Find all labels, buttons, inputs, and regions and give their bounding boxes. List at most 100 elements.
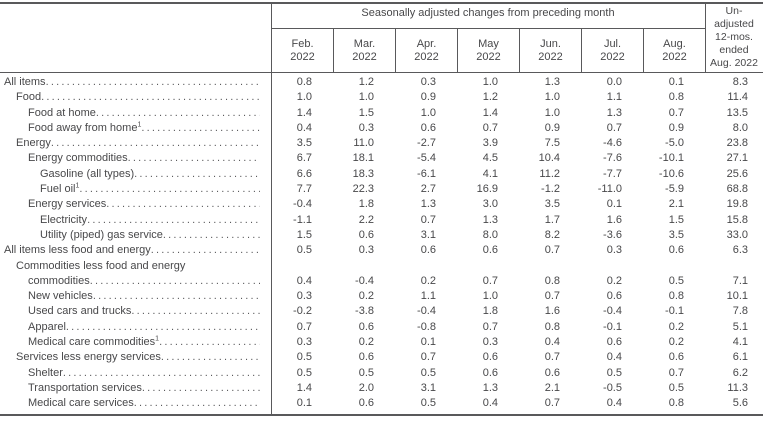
- monthly-value-cell: -0.5: [603, 381, 622, 394]
- unadjusted-header-line: Aug. 2022: [710, 57, 758, 69]
- table-row: Gasoline (all types) 6.6 18.3 -6.1 4.1 11.2 -7…: [0, 167, 763, 182]
- table-row: Shelter 0.5 0.5 0.5 0.6 0.6 0.5 0.7 6.2: [0, 366, 763, 381]
- monthly-value-cell: 0.6: [420, 244, 436, 257]
- month-divider: [581, 29, 582, 72]
- table-row: Energy commodities 6.7 18.1 -5.4 4.5 10.4 -7.6…: [0, 151, 763, 166]
- monthly-value-cell: 0.6: [668, 351, 684, 364]
- monthly-value-cell: 1.3: [420, 198, 436, 211]
- row-label: Fuel oil1: [40, 182, 80, 196]
- monthly-value-cell: 1.3: [482, 213, 498, 226]
- monthly-value-cell: 0.7: [544, 290, 560, 303]
- row-label: Food: [16, 91, 42, 104]
- row-label: Gasoline (all types): [40, 167, 135, 180]
- monthly-value-cell: 0.9: [544, 121, 560, 134]
- leader-dots: [51, 136, 260, 151]
- unadjusted-value-cell: 6.2: [732, 366, 748, 379]
- row-label: Apparel: [28, 320, 66, 333]
- table-row: All items 0.8 1.2 0.3 1.0 1.3 0.0 0.1 8.3: [0, 75, 763, 90]
- monthly-value-cell: 0.7: [296, 320, 312, 333]
- monthly-value-cell: 1.5: [668, 213, 684, 226]
- monthly-value-cell: 1.5: [296, 228, 312, 241]
- monthly-value-cell: -6.1: [417, 167, 436, 180]
- month-column-header: Feb. 2022: [290, 37, 315, 63]
- table-row: Commodities less food and energy commodit…: [0, 259, 763, 290]
- bottom-rule: [0, 414, 763, 416]
- monthly-value-cell: 0.6: [482, 244, 498, 257]
- row-label: Transportation services: [28, 381, 142, 394]
- stub-divider: [271, 2, 272, 414]
- monthly-value-cell: 0.1: [296, 397, 312, 410]
- monthly-value-cell: 0.7: [668, 366, 684, 379]
- monthly-value-cell: 7.7: [296, 183, 312, 196]
- month-divider: [519, 29, 520, 72]
- table-row: Electricity -1.1 2.2 0.7 1.3 1.7 1.6 1.5 15.8: [0, 213, 763, 228]
- monthly-value-cell: 0.5: [606, 366, 622, 379]
- monthly-value-cell: 0.5: [668, 274, 684, 287]
- monthly-value-cell: -1.2: [541, 183, 560, 196]
- unadjusted-value-cell: 6.1: [732, 351, 748, 364]
- monthly-value-cell: -0.4: [293, 198, 312, 211]
- monthly-value-cell: 3.1: [420, 228, 436, 241]
- row-label: New vehicles: [28, 290, 93, 303]
- monthly-value-cell: 0.6: [544, 366, 560, 379]
- monthly-value-cell: 0.2: [420, 274, 436, 287]
- monthly-value-cell: 0.8: [544, 320, 560, 333]
- monthly-value-cell: 22.3: [352, 183, 374, 196]
- table-row: Food at home 1.4 1.5 1.0 1.4 1.0 1.3 0.7 13.5: [0, 106, 763, 121]
- table-row: Transportation services 1.4 2.0 3.1 1.3 2.1 -0…: [0, 381, 763, 396]
- unadjusted-value-cell: 27.1: [726, 152, 748, 165]
- row-stub: Medical care commodities1: [0, 335, 272, 350]
- monthly-value-cell: 0.1: [420, 336, 436, 349]
- month-divider: [333, 29, 334, 72]
- monthly-value-cell: 0.4: [296, 274, 312, 287]
- row-label: Shelter: [28, 366, 63, 379]
- monthly-value-cell: -7.6: [603, 152, 622, 165]
- monthly-value-cell: 0.7: [420, 213, 436, 226]
- unadjusted-divider: [705, 2, 706, 72]
- monthly-value-cell: 0.9: [668, 121, 684, 134]
- monthly-value-cell: 0.7: [544, 244, 560, 257]
- monthly-value-cell: 1.0: [482, 290, 498, 303]
- row-stub: Fuel oil1: [0, 182, 272, 197]
- leader-dots: [41, 90, 260, 105]
- monthly-value-cell: 0.5: [296, 244, 312, 257]
- monthly-value-cell: 0.5: [668, 381, 684, 394]
- unadjusted-value-cell: 4.1: [732, 336, 748, 349]
- table-row: Energy 3.5 11.0 -2.7 3.9 7.5 -4.6 -5.0 23.8: [0, 136, 763, 151]
- monthly-value-cell: 3.5: [544, 198, 560, 211]
- monthly-value-cell: 0.4: [482, 397, 498, 410]
- monthly-value-cell: 6.7: [296, 152, 312, 165]
- monthly-value-cell: 7.5: [544, 137, 560, 150]
- row-stub: Commodities less food and energy commodit…: [0, 259, 272, 290]
- leader-dots: [87, 213, 260, 228]
- monthly-value-cell: 1.3: [544, 76, 560, 88]
- monthly-value-cell: 0.5: [296, 351, 312, 364]
- row-label: Electricity: [40, 213, 88, 226]
- monthly-value-cell: 0.1: [606, 198, 622, 211]
- monthly-value-cell: 0.2: [668, 336, 684, 349]
- row-label: Energy services: [28, 198, 107, 211]
- monthly-value-cell: 11.2: [539, 167, 560, 180]
- monthly-value-cell: -4.6: [603, 137, 622, 150]
- row-label: All items: [4, 76, 46, 88]
- monthly-value-cell: 0.3: [420, 76, 436, 88]
- monthly-value-cell: 1.2: [358, 76, 374, 88]
- leader-dots: [134, 396, 260, 411]
- row-stub: Medical care services: [0, 396, 272, 411]
- monthly-value-cell: -0.8: [417, 320, 436, 333]
- monthly-value-cell: 18.3: [352, 167, 374, 180]
- monthly-value-cell: 0.4: [606, 351, 622, 364]
- monthly-value-cell: 0.8: [544, 274, 560, 287]
- monthly-value-cell: 0.1: [668, 76, 684, 88]
- month-divider: [395, 29, 396, 72]
- monthly-value-cell: 0.8: [668, 397, 684, 410]
- unadjusted-header-line: 12-mos.: [715, 31, 753, 43]
- monthly-value-cell: 1.0: [296, 91, 312, 104]
- monthly-value-cell: 1.7: [544, 213, 560, 226]
- header-underline: [0, 72, 763, 73]
- monthly-value-cell: 1.4: [482, 106, 498, 119]
- leader-dots: [159, 335, 260, 350]
- row-stub: Services less energy services: [0, 350, 272, 365]
- row-label: Energy commodities: [28, 152, 128, 165]
